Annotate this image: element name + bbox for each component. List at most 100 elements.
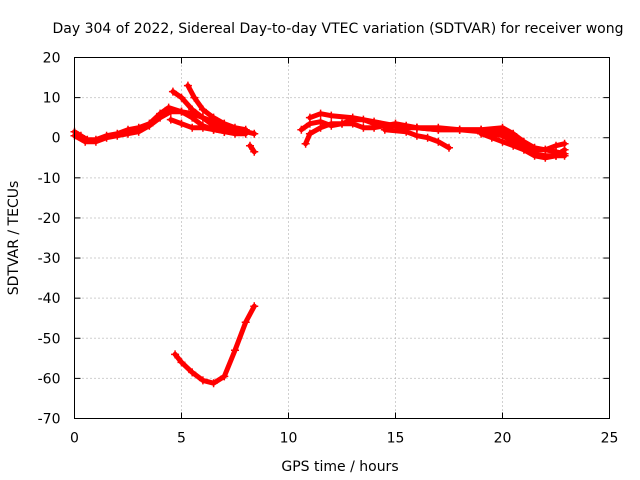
x-tick-label: 10 <box>280 431 298 447</box>
data-point <box>477 129 486 138</box>
y-tick-label: -60 <box>38 371 61 387</box>
data-point <box>250 302 259 311</box>
data-point <box>145 121 154 130</box>
y-axis-title: SDTVAR / TECUs <box>6 181 22 296</box>
data-point <box>412 131 421 140</box>
data-point <box>301 139 310 148</box>
data-point <box>338 119 346 128</box>
data-point <box>297 125 306 134</box>
data-point <box>509 129 518 138</box>
data-point <box>455 125 464 134</box>
data-point <box>177 358 186 367</box>
data-point <box>209 379 218 388</box>
data-point <box>220 127 229 136</box>
series-arc-4 <box>168 87 229 136</box>
data-point <box>316 123 325 132</box>
data-point <box>183 81 192 90</box>
data-point <box>209 113 218 122</box>
data-point <box>348 113 357 122</box>
x-tick-label: 0 <box>70 431 79 447</box>
data-point <box>327 111 336 120</box>
data-point <box>552 151 560 160</box>
data-point <box>316 109 325 118</box>
y-tick-label: 0 <box>52 131 61 147</box>
data-point <box>560 145 569 154</box>
data-point <box>250 147 259 156</box>
data-point <box>434 125 443 134</box>
data-point <box>188 105 197 114</box>
data-point <box>250 129 259 138</box>
x-axis-title: GPS time / hours <box>281 459 398 475</box>
series-arc-7 <box>171 302 259 388</box>
data-point <box>168 87 177 96</box>
data-point <box>198 105 207 114</box>
data-point <box>91 137 100 146</box>
data-point <box>231 123 239 132</box>
series-arc-6 <box>245 141 259 156</box>
data-point <box>241 125 250 134</box>
data-point <box>198 123 207 132</box>
data-point <box>498 137 507 146</box>
data-point <box>434 137 443 146</box>
data-point <box>220 372 229 381</box>
y-tick-label: -20 <box>38 211 61 227</box>
series-arc-11 <box>380 125 453 152</box>
plot-frame <box>74 57 610 419</box>
chart-title: Day 304 of 2022, Sidereal Day-to-day VTE… <box>53 21 624 37</box>
data-point <box>359 123 368 132</box>
data-point <box>188 368 197 377</box>
data-point <box>402 127 411 136</box>
data-point <box>81 137 90 146</box>
y-tick-label: 10 <box>43 91 61 107</box>
x-tick-label: 25 <box>601 431 619 447</box>
data-point <box>541 153 550 162</box>
data-point <box>156 113 165 122</box>
x-tick-label: 20 <box>494 431 512 447</box>
series-arc-12 <box>477 129 569 162</box>
data-point <box>188 123 197 132</box>
series-line <box>172 303 257 386</box>
data-point <box>171 350 180 359</box>
data-point <box>198 113 207 122</box>
data-point <box>166 115 175 124</box>
y-tick-label: -10 <box>38 171 61 187</box>
data-point <box>509 141 518 150</box>
data-point <box>220 119 229 128</box>
x-axis: 0 5 10 15 20 25 <box>70 57 619 447</box>
data-point <box>241 318 250 327</box>
data-point <box>327 119 336 128</box>
y-tick-label: -40 <box>38 291 61 307</box>
data-point <box>445 143 453 152</box>
data-point <box>124 129 132 138</box>
data-point <box>423 133 432 142</box>
data-series <box>70 81 569 388</box>
y-tick-label: -30 <box>38 251 61 267</box>
data-point <box>380 125 389 134</box>
x-tick-label: 15 <box>387 431 405 447</box>
data-point <box>177 119 186 128</box>
y-axis: 20 10 0 -10 -20 -30 -40 -50 -60 -70 <box>38 51 610 428</box>
data-point <box>498 123 507 132</box>
data-point <box>305 113 314 122</box>
data-point <box>177 107 186 116</box>
data-point <box>209 121 218 130</box>
x-tick-label: 5 <box>177 431 186 447</box>
data-point <box>305 129 314 138</box>
data-point <box>166 107 175 116</box>
data-point <box>134 127 143 136</box>
data-point <box>370 117 379 126</box>
data-point <box>102 133 111 142</box>
data-point <box>530 151 539 160</box>
y-tick-label: 20 <box>43 51 61 67</box>
data-point <box>519 145 528 154</box>
data-point <box>113 131 122 140</box>
y-tick-label: -70 <box>38 412 61 428</box>
data-point <box>231 346 239 355</box>
series-line <box>170 89 227 135</box>
data-point <box>412 123 421 132</box>
data-point <box>198 376 207 385</box>
data-point <box>245 141 254 150</box>
grid <box>74 57 610 419</box>
data-point <box>552 141 560 150</box>
